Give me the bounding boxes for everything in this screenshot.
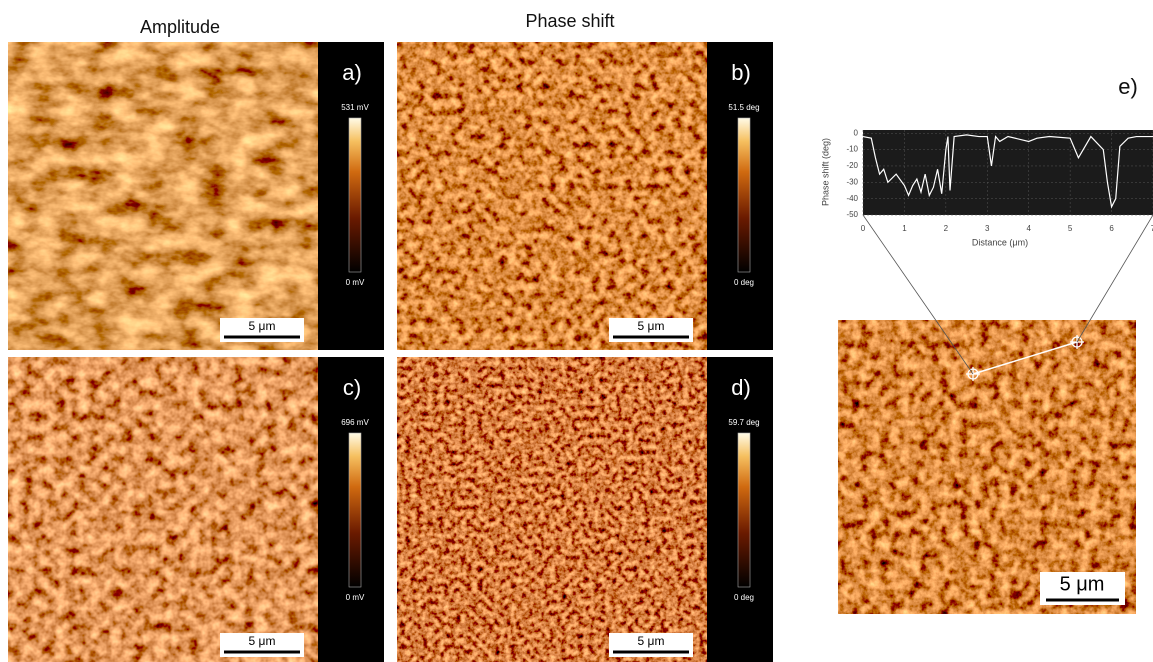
x-tick-label: 6 [1109,224,1114,233]
y-tick-label: -50 [846,210,858,219]
x-tick-label: 5 [1068,224,1073,233]
scale-bar-label: 5 μm [249,319,276,333]
panel-label: e) [1118,74,1138,99]
colorbar-max: 51.5 deg [728,103,759,112]
scale-bar-label: 5 μm [638,634,665,648]
plot-area [863,130,1153,215]
x-tick-label: 2 [944,224,949,233]
y-axis-label: Phase shift (deg) [820,138,830,206]
y-tick-label: -30 [846,177,858,186]
x-axis-label: Distance (μm) [972,237,1028,247]
afm-image [8,357,318,662]
colorbar [738,118,750,272]
colorbar-min: 0 mV [346,278,365,287]
panel-label: c) [343,375,361,400]
afm-image [8,42,318,350]
x-tick-label: 3 [985,224,990,233]
panel-label: d) [731,375,751,400]
afm-image [397,42,707,350]
page: {"column_titles": ["Amplitude", "Phase s… [0,0,1153,662]
y-tick-label: 0 [854,128,859,137]
column-title: Amplitude [140,17,220,37]
scale-bar-label: 5 μm [1060,573,1105,595]
x-tick-label: 0 [861,224,866,233]
colorbar-max: 531 mV [341,103,369,112]
colorbar [349,118,361,272]
afm-image [838,320,1136,614]
afm-image [397,357,707,662]
y-tick-label: -20 [846,161,858,170]
colorbar-max: 696 mV [341,418,369,427]
colorbar-max: 59.7 deg [728,418,759,427]
colorbar-min: 0 mV [346,593,365,602]
x-tick-label: 1 [902,224,907,233]
figure: Amplitude Phase shift e) 5 μm Phase shif… [0,0,1153,662]
colorbar-min: 0 deg [734,593,754,602]
panel-label: b) [731,60,751,85]
y-tick-label: -10 [846,145,858,154]
colorbar-min: 0 deg [734,278,754,287]
scale-bar-label: 5 μm [249,634,276,648]
panel-label: a) [342,60,362,85]
colorbar [738,433,750,587]
column-title: Phase shift [525,11,614,31]
x-tick-label: 4 [1026,224,1031,233]
y-tick-label: -40 [846,194,858,203]
scale-bar-label: 5 μm [638,319,665,333]
colorbar [349,433,361,587]
